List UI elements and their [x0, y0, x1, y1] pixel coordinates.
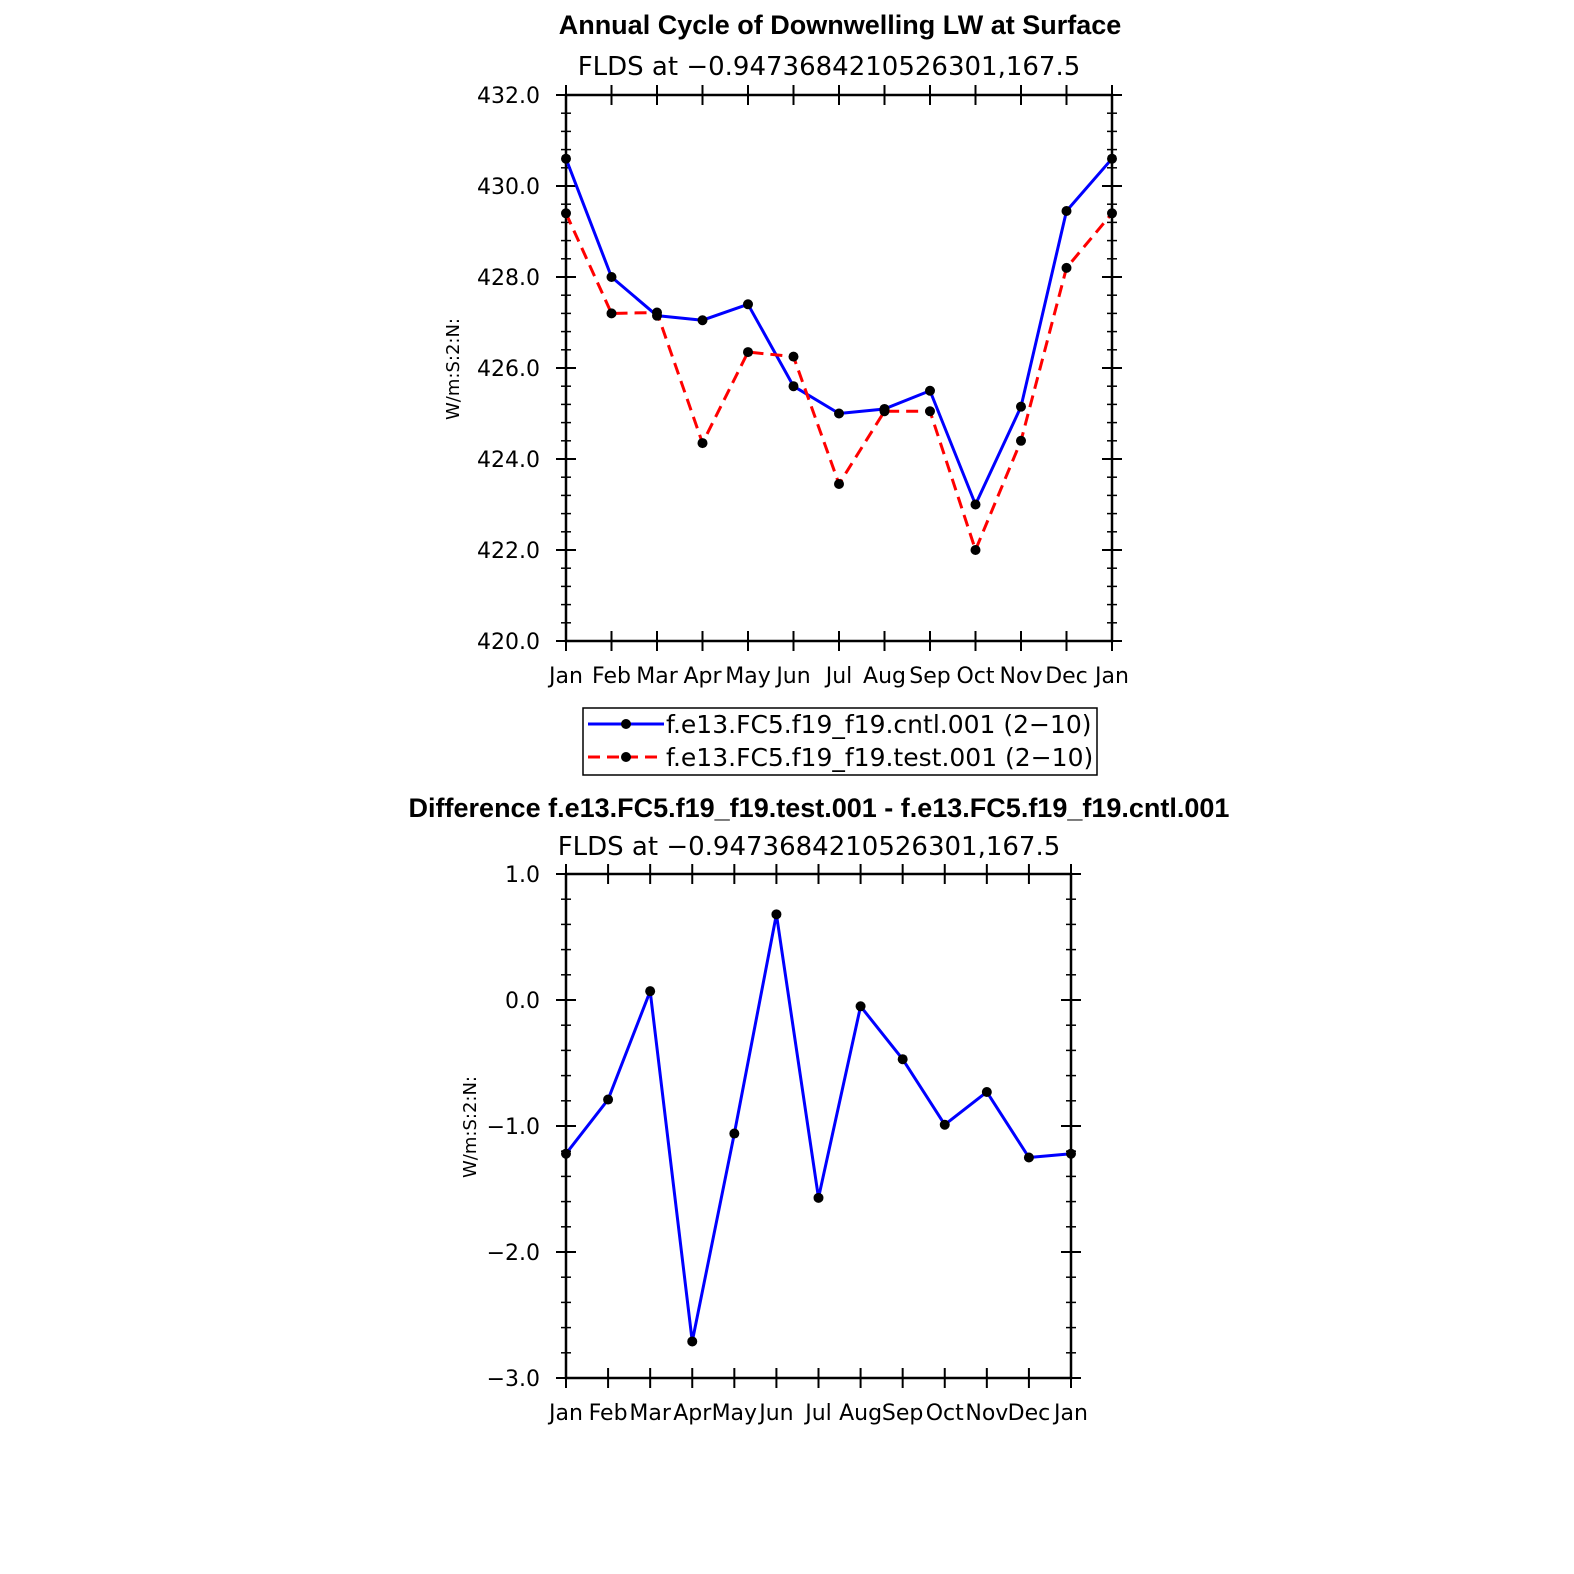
chart2-series-lines	[561, 909, 1076, 1347]
data-point	[855, 1001, 866, 1012]
chart1-legend-box	[582, 707, 1098, 776]
x-tick-label: Jan	[1052, 1401, 1088, 1426]
legend-label-cntl: f.e13.FC5.f19_f19.cntl.001 (2−10)	[666, 710, 1092, 739]
annual-cycle-chart: Annual Cycle of Downwelling LW at Surfac…	[443, 10, 1129, 776]
chart1-title: Annual Cycle of Downwelling LW at Surfac…	[559, 10, 1122, 40]
series-line-2	[564, 212, 1114, 552]
data-point	[687, 1336, 698, 1347]
x-tick-label: Jul	[824, 664, 853, 689]
difference-chart: Difference f.e13.FC5.f19_f19.test.001 - …	[409, 793, 1230, 1426]
y-tick-label: 432.0	[477, 84, 540, 109]
data-point	[1016, 401, 1026, 412]
y-tick-label: 428.0	[477, 266, 540, 291]
data-point	[561, 1148, 571, 1159]
chart2-ylabel: W/m:S:2:N:	[460, 1076, 481, 1178]
chart1-ylabel: W/m:S:2:N:	[443, 318, 464, 420]
data-point	[697, 315, 708, 326]
chart2-frame	[564, 872, 1073, 1380]
y-tick-label: 1.0	[505, 863, 540, 888]
x-tick-label: Mar	[636, 664, 678, 689]
chart2-title: Difference f.e13.FC5.f19_f19.test.001 - …	[409, 793, 1230, 823]
x-tick-label: Jun	[774, 664, 810, 689]
data-point	[743, 347, 753, 358]
data-point	[743, 299, 753, 310]
data-point	[1066, 1148, 1076, 1159]
chart1-series-lines	[561, 153, 1117, 555]
y-tick-label: 420.0	[477, 630, 540, 655]
x-tick-label: Oct	[956, 664, 994, 689]
data-point	[925, 385, 935, 396]
data-point	[813, 1192, 824, 1203]
x-tick-label: May	[725, 664, 770, 689]
x-tick-label: Jul	[803, 1401, 832, 1426]
x-tick-label: Jan	[547, 1401, 583, 1426]
data-point	[925, 406, 935, 417]
data-point	[1023, 1152, 1034, 1163]
chart1-legend: f.e13.FC5.f19_f19.cntl.001 (2−10) f.e13.…	[582, 707, 1098, 776]
y-tick-label: −1.0	[487, 1115, 540, 1140]
x-tick-label: Feb	[592, 664, 631, 689]
x-tick-label: Dec	[1008, 1401, 1051, 1426]
data-point	[1107, 208, 1117, 219]
data-point	[834, 408, 844, 419]
legend-label-test: f.e13.FC5.f19_f19.test.001 (2−10)	[666, 743, 1093, 772]
legend-marker-cntl	[621, 719, 631, 729]
x-tick-label: Feb	[589, 1401, 628, 1426]
x-tick-label: Dec	[1045, 664, 1088, 689]
chart1-subtitle: FLDS at −0.9473684210526301,167.5	[578, 52, 1081, 82]
x-tick-label: Nov	[965, 1401, 1008, 1426]
x-tick-label: Jun	[757, 1401, 793, 1426]
y-tick-label: −2.0	[487, 1241, 540, 1266]
x-tick-label: Oct	[926, 1401, 964, 1426]
data-point	[1107, 153, 1117, 164]
x-tick-label: Apr	[673, 1401, 712, 1426]
x-tick-label: Nov	[1000, 664, 1043, 689]
y-tick-label: 430.0	[477, 175, 540, 200]
data-point	[652, 307, 662, 318]
legend-marker-test	[621, 752, 631, 762]
y-tick-label: −3.0	[487, 1367, 540, 1392]
data-point	[606, 272, 617, 282]
x-tick-label: Sep	[909, 664, 950, 689]
data-point	[879, 406, 890, 417]
x-tick-label: Jan	[1093, 664, 1129, 689]
data-point	[788, 381, 799, 392]
x-tick-label: Apr	[683, 664, 722, 689]
data-point	[970, 545, 981, 555]
data-point	[561, 153, 571, 164]
data-point	[1061, 206, 1072, 217]
data-point	[606, 308, 617, 319]
x-tick-label: Aug	[839, 1401, 882, 1426]
data-point	[981, 1086, 992, 1097]
x-tick-label: Aug	[863, 664, 906, 689]
data-point	[645, 986, 656, 997]
x-tick-label: May	[712, 1401, 757, 1426]
x-tick-label: Mar	[629, 1401, 671, 1426]
data-point	[897, 1054, 908, 1065]
data-point	[729, 1128, 740, 1139]
series-line-1	[564, 157, 1114, 506]
data-point	[970, 499, 981, 510]
data-point	[603, 1094, 614, 1105]
y-tick-label: 424.0	[477, 448, 540, 473]
x-tick-label: Sep	[882, 1401, 923, 1426]
data-point	[1061, 262, 1072, 273]
data-point	[771, 909, 782, 920]
series-line-1	[564, 912, 1072, 1343]
y-tick-label: 0.0	[505, 989, 540, 1014]
data-point	[1016, 435, 1026, 446]
data-point	[834, 479, 844, 490]
x-tick-label: Jan	[547, 664, 583, 689]
data-point	[788, 351, 799, 362]
chart2-subtitle: FLDS at −0.9473684210526301,167.5	[558, 832, 1061, 862]
data-point	[561, 208, 571, 219]
data-point	[697, 438, 708, 449]
y-tick-label: 422.0	[477, 539, 540, 564]
chart1-axes: 420.0 422.0 424.0 426.0 428.0 430.0 432.0 Jan Fe…	[477, 84, 1129, 689]
y-tick-label: 426.0	[477, 357, 540, 382]
data-point	[939, 1119, 950, 1130]
